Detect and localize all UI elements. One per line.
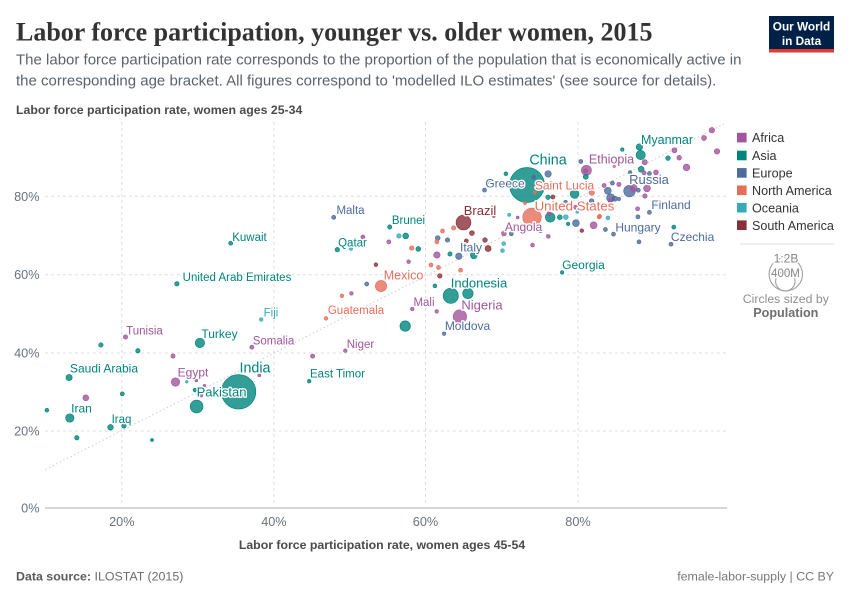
svg-text:Data source: ILOSTAT (2015): Data source: ILOSTAT (2015) — [16, 570, 183, 584]
svg-text:Mali: Mali — [413, 297, 434, 309]
svg-text:80%: 80% — [14, 190, 39, 204]
svg-text:Asia: Asia — [752, 149, 777, 163]
svg-text:Myanmar: Myanmar — [641, 133, 693, 147]
svg-text:Iran: Iran — [71, 402, 92, 416]
svg-text:Malta: Malta — [336, 205, 365, 217]
svg-text:60%: 60% — [14, 268, 39, 282]
svg-text:Europe: Europe — [752, 167, 793, 181]
svg-text:Niger: Niger — [347, 339, 375, 351]
svg-text:1:2B: 1:2B — [774, 252, 799, 266]
svg-text:Brunei: Brunei — [392, 215, 425, 227]
svg-text:400M: 400M — [771, 268, 800, 280]
svg-text:Turkey: Turkey — [201, 327, 237, 341]
svg-text:Pakistan: Pakistan — [197, 384, 247, 399]
svg-text:Fiji: Fiji — [264, 307, 279, 319]
svg-text:China: China — [529, 153, 566, 169]
svg-text:Tunisia: Tunisia — [126, 325, 163, 337]
svg-text:North America: North America — [752, 184, 832, 198]
svg-text:in Data: in Data — [782, 34, 822, 48]
svg-text:Czechia: Czechia — [671, 230, 715, 244]
svg-text:Finland: Finland — [651, 198, 690, 212]
svg-text:Georgia: Georgia — [562, 258, 605, 272]
svg-text:Guatemala: Guatemala — [328, 305, 385, 317]
svg-text:the corresponding age bracket.: the corresponding age bracket. All figur… — [16, 72, 716, 89]
svg-text:80%: 80% — [565, 515, 590, 529]
svg-text:40%: 40% — [261, 515, 286, 529]
svg-text:The labor force participation: The labor force participation rate corre… — [16, 52, 741, 69]
svg-text:Kuwait: Kuwait — [232, 232, 267, 244]
svg-text:female-labor-supply | CC BY: female-labor-supply | CC BY — [677, 570, 834, 584]
svg-text:Russia: Russia — [629, 172, 670, 187]
svg-text:Ethiopia: Ethiopia — [589, 153, 634, 167]
svg-text:Greece: Greece — [485, 177, 525, 191]
svg-text:India: India — [239, 361, 270, 377]
svg-text:South America: South America — [752, 219, 834, 233]
svg-text:Hungary: Hungary — [615, 220, 660, 234]
svg-text:Saudi Arabia: Saudi Arabia — [70, 361, 138, 375]
svg-text:East Timor: East Timor — [310, 368, 365, 380]
svg-text:Labor force participation rate: Labor force participation rate, women ag… — [239, 538, 525, 552]
svg-text:Oceania: Oceania — [752, 201, 799, 215]
svg-text:Population: Population — [753, 306, 818, 320]
svg-text:Somalia: Somalia — [253, 335, 295, 347]
svg-text:Brazil: Brazil — [464, 203, 497, 218]
svg-text:Nigeria: Nigeria — [461, 297, 503, 312]
svg-text:Labor force participation, you: Labor force participation, younger vs. o… — [16, 18, 653, 47]
svg-text:Qatar: Qatar — [338, 238, 367, 250]
svg-text:40%: 40% — [14, 347, 39, 361]
svg-text:0%: 0% — [21, 502, 39, 516]
svg-text:Our World: Our World — [773, 20, 830, 34]
svg-text:Moldova: Moldova — [445, 319, 491, 333]
svg-text:Africa: Africa — [752, 131, 784, 145]
svg-text:Egypt: Egypt — [178, 366, 209, 380]
svg-text:Circles sized by: Circles sized by — [743, 292, 830, 306]
svg-text:Angola: Angola — [505, 220, 543, 234]
svg-text:Saint Lucia: Saint Lucia — [535, 179, 595, 193]
svg-text:Labor force participation rate: Labor force participation rate, women ag… — [16, 103, 302, 117]
svg-text:60%: 60% — [413, 515, 438, 529]
svg-text:Iraq: Iraq — [112, 414, 132, 426]
svg-text:20%: 20% — [109, 515, 134, 529]
svg-text:Italy: Italy — [460, 241, 482, 255]
svg-text:United Arab Emirates: United Arab Emirates — [183, 272, 292, 284]
svg-text:United States: United States — [535, 199, 615, 214]
svg-text:20%: 20% — [14, 425, 39, 439]
svg-text:Mexico: Mexico — [384, 269, 424, 283]
svg-text:Indonesia: Indonesia — [451, 275, 508, 290]
